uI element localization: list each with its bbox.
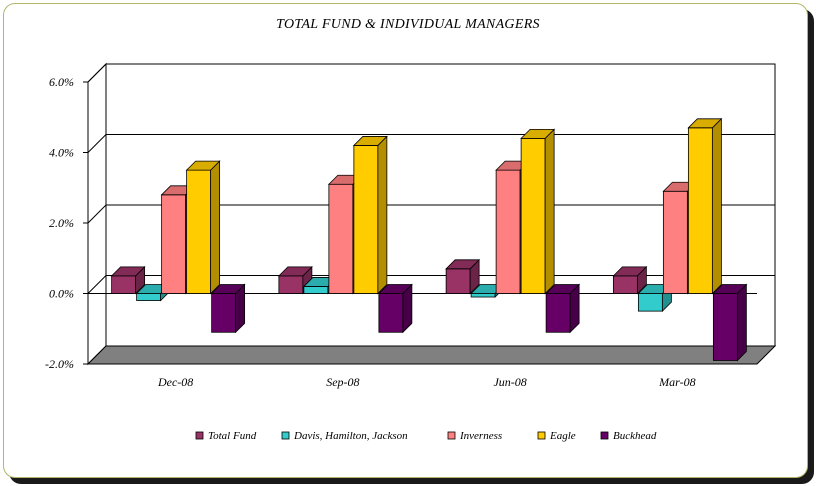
bar-eagle-sep-08 xyxy=(352,135,388,295)
bar-top xyxy=(110,266,146,277)
bar-top xyxy=(377,284,413,294)
chart-floor xyxy=(86,345,777,365)
bar-side xyxy=(377,135,388,295)
bar-side xyxy=(210,160,221,295)
bar-front xyxy=(495,169,521,294)
bar-top xyxy=(445,259,481,270)
bar-top xyxy=(185,160,221,171)
bar-front xyxy=(712,293,738,361)
legend-label: Buckhead xyxy=(613,430,657,442)
y-tick-label: 2.0% xyxy=(49,216,74,230)
bar-side xyxy=(736,283,747,362)
bar-top xyxy=(520,128,556,139)
legend-swatch xyxy=(195,431,204,440)
bar-total-fund-jun-08 xyxy=(445,258,481,295)
legend-label: Total Fund xyxy=(208,430,257,442)
bar-front xyxy=(353,145,379,294)
bar-front xyxy=(445,268,471,294)
bar-side xyxy=(711,117,722,295)
legend-swatch xyxy=(281,431,290,440)
gridline xyxy=(87,63,775,83)
bar-front xyxy=(211,293,237,333)
bar-front xyxy=(378,293,404,333)
bar-total-fund-mar-08 xyxy=(612,265,648,295)
legend-label: Eagle xyxy=(549,430,576,442)
x-tick-label: Jun-08 xyxy=(493,375,526,389)
bar-front xyxy=(186,169,212,294)
bar-front xyxy=(111,275,137,294)
legend-swatch xyxy=(600,431,609,440)
bar-front xyxy=(612,275,638,294)
chart-title: TOTAL FUND & INDIVIDUAL MANAGERS xyxy=(276,17,540,32)
bar-front xyxy=(161,194,187,294)
bar-eagle-jun-08 xyxy=(520,128,556,295)
bar-eagle-mar-08 xyxy=(687,117,723,295)
legend-swatch xyxy=(447,431,456,440)
bar-front xyxy=(637,293,663,312)
bar-front xyxy=(328,183,354,294)
bar-front xyxy=(687,127,713,294)
bar-buckhead-mar-08 xyxy=(712,283,748,362)
bar-front xyxy=(520,137,546,294)
bar-eagle-dec-08 xyxy=(185,160,221,295)
y-tick-label: 4.0% xyxy=(49,146,74,160)
bar-top xyxy=(277,266,313,277)
bar-front xyxy=(470,293,496,298)
bar-buckhead-sep-08 xyxy=(377,283,413,334)
y-tick-label: 6.0% xyxy=(49,75,74,89)
bar-front xyxy=(303,286,329,294)
bar-buckhead-dec-08 xyxy=(210,283,246,334)
y-tick-label: -2.0% xyxy=(45,357,74,371)
bar-top xyxy=(687,118,723,129)
legend-label: Inverness xyxy=(459,430,502,442)
bar-side xyxy=(544,128,555,295)
bar-top xyxy=(352,136,388,146)
bar-total-fund-dec-08 xyxy=(110,265,146,295)
bar-buckhead-jun-08 xyxy=(545,283,581,334)
bar-front xyxy=(662,190,688,294)
bar-front xyxy=(136,293,162,301)
legend-label: Davis, Hamilton, Jackson xyxy=(293,430,408,442)
x-tick-label: Sep-08 xyxy=(326,375,359,389)
x-tick-label: Mar-08 xyxy=(658,375,695,389)
y-tick-label: 0.0% xyxy=(49,287,74,301)
bar-top xyxy=(712,284,748,294)
legend-swatch xyxy=(537,431,546,440)
bar-top xyxy=(210,284,246,294)
bar-top xyxy=(545,284,581,294)
x-tick-label: Dec-08 xyxy=(157,375,193,389)
bar-front xyxy=(278,275,304,294)
bar-front xyxy=(545,293,571,333)
bar-top xyxy=(612,266,648,277)
